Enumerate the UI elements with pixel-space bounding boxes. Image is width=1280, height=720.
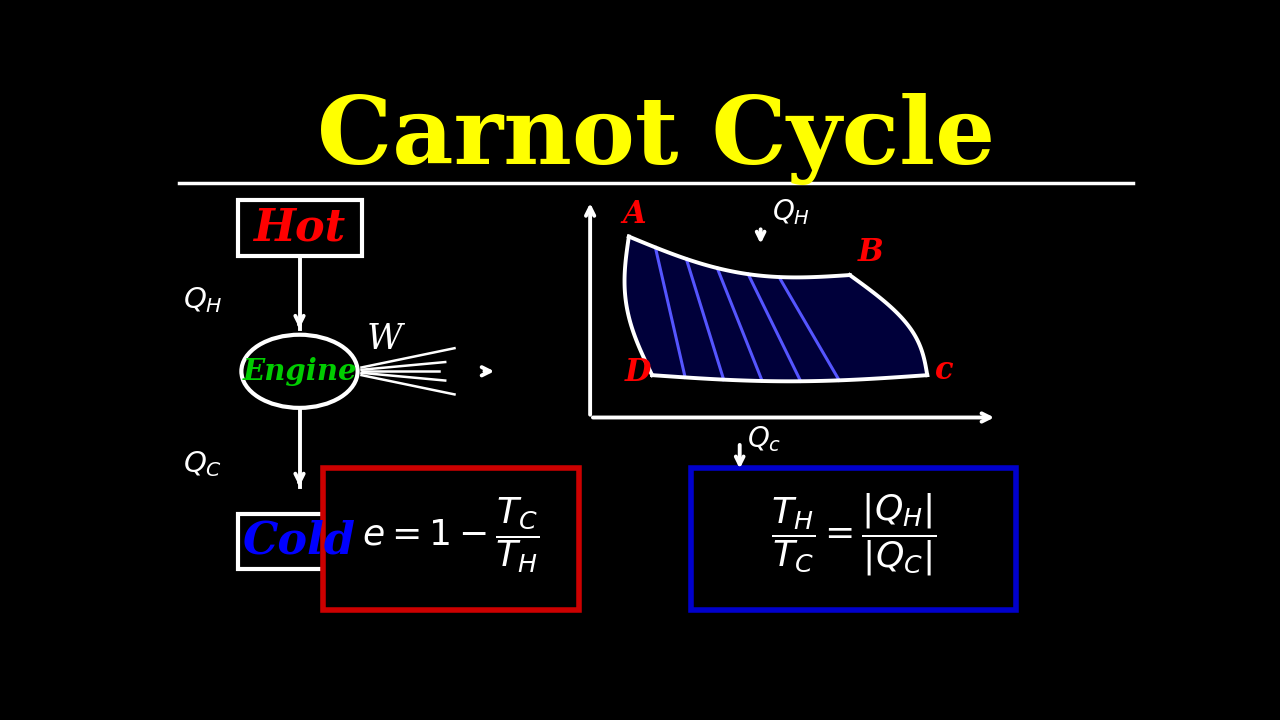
- FancyBboxPatch shape: [238, 200, 361, 256]
- Text: W: W: [367, 322, 403, 356]
- Polygon shape: [625, 237, 927, 382]
- Text: $e = 1 - \dfrac{T_C}{T_H}$: $e = 1 - \dfrac{T_C}{T_H}$: [362, 495, 540, 575]
- Text: Cold: Cold: [243, 520, 356, 563]
- Text: A: A: [622, 199, 646, 230]
- Ellipse shape: [242, 335, 357, 408]
- Text: D: D: [625, 357, 652, 388]
- Text: $Q_H$: $Q_H$: [183, 286, 223, 315]
- Text: $\dfrac{T_H}{T_C} = \dfrac{|Q_H|}{|Q_C|}$: $\dfrac{T_H}{T_C} = \dfrac{|Q_H|}{|Q_C|}…: [771, 492, 937, 578]
- FancyBboxPatch shape: [238, 514, 361, 570]
- FancyBboxPatch shape: [691, 467, 1016, 610]
- Text: Hot: Hot: [253, 207, 346, 250]
- FancyBboxPatch shape: [323, 467, 579, 610]
- Text: c: c: [934, 355, 954, 386]
- Text: Engine: Engine: [242, 357, 357, 386]
- Text: $Q_H$: $Q_H$: [772, 197, 810, 227]
- Text: Carnot Cycle: Carnot Cycle: [317, 93, 995, 185]
- Text: B: B: [858, 237, 883, 268]
- Text: $Q_c$: $Q_c$: [748, 424, 782, 454]
- Text: $Q_C$: $Q_C$: [183, 449, 223, 479]
